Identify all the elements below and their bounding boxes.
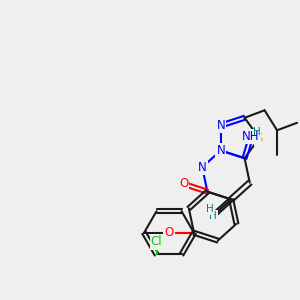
Text: N: N: [198, 161, 207, 174]
Text: NH: NH: [242, 130, 260, 143]
Text: O: O: [164, 226, 174, 239]
Text: H: H: [209, 211, 217, 221]
Text: O: O: [179, 177, 188, 190]
Text: NH: NH: [243, 132, 260, 142]
Text: N: N: [216, 119, 225, 132]
Text: H: H: [206, 204, 214, 214]
Text: S: S: [256, 131, 263, 145]
Text: Cl: Cl: [151, 236, 162, 248]
Text: H: H: [253, 127, 261, 137]
Text: N: N: [216, 144, 225, 157]
Text: imino: imino: [251, 135, 255, 136]
Text: N: N: [216, 144, 225, 157]
